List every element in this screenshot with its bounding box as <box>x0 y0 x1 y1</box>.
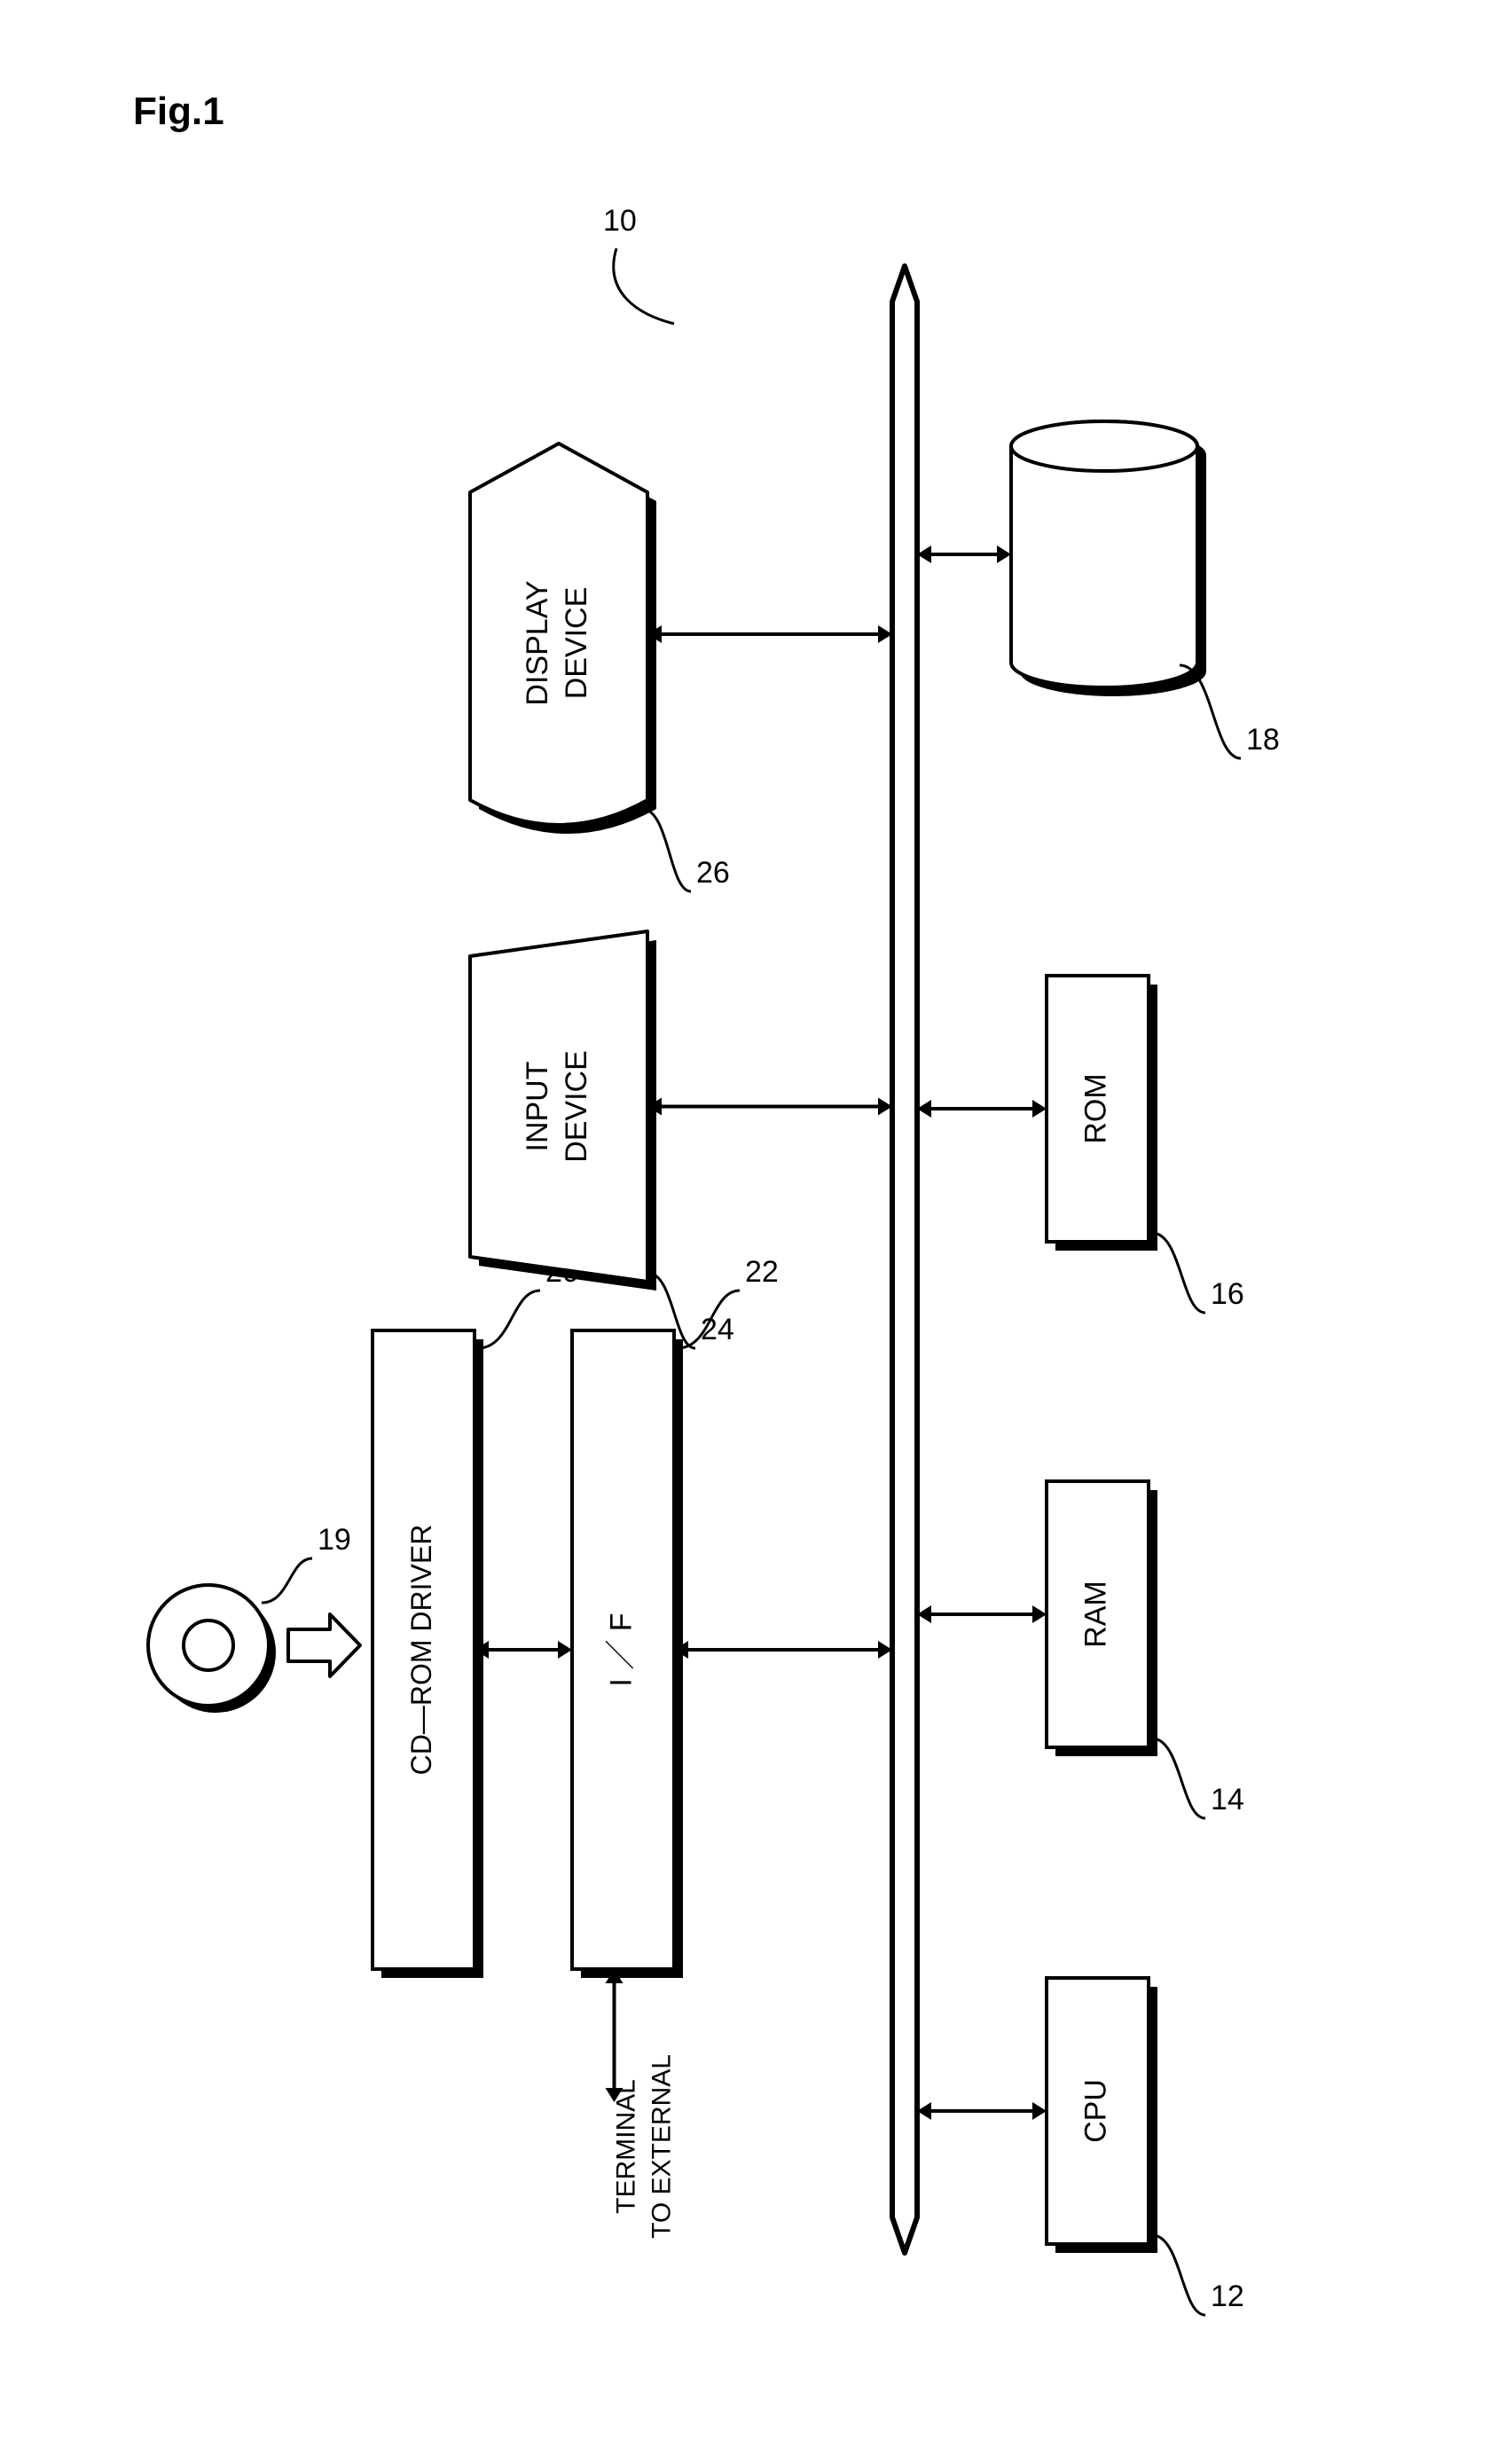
svg-text:TO EXTERNAL: TO EXTERNAL <box>647 2054 676 2239</box>
svg-text:Fig.1: Fig.1 <box>133 90 224 133</box>
svg-text:19: 19 <box>318 1523 351 1557</box>
svg-text:16: 16 <box>1211 1277 1244 1311</box>
svg-text:CPU: CPU <box>1079 2079 1112 2143</box>
svg-text:DISPLAY: DISPLAY <box>521 580 554 705</box>
svg-text:DEVICE: DEVICE <box>560 587 593 700</box>
svg-text:ROM: ROM <box>1079 1073 1112 1143</box>
svg-text:TERMINAL: TERMINAL <box>611 2079 640 2214</box>
svg-text:I ／ F: I ／ F <box>604 1613 638 1686</box>
svg-text:10: 10 <box>603 204 637 238</box>
svg-text:INPUT: INPUT <box>521 1062 554 1152</box>
svg-text:24: 24 <box>701 1313 734 1346</box>
svg-text:18: 18 <box>1246 723 1280 757</box>
svg-text:RAM: RAM <box>1079 1581 1112 1648</box>
svg-text:14: 14 <box>1211 1783 1244 1817</box>
svg-text:CD—ROM DRIVER: CD—ROM DRIVER <box>405 1525 437 1776</box>
svg-text:26: 26 <box>696 856 730 890</box>
svg-text:DEVICE: DEVICE <box>560 1050 593 1163</box>
svg-text:22: 22 <box>745 1255 779 1289</box>
svg-text:12: 12 <box>1211 2280 1244 2313</box>
